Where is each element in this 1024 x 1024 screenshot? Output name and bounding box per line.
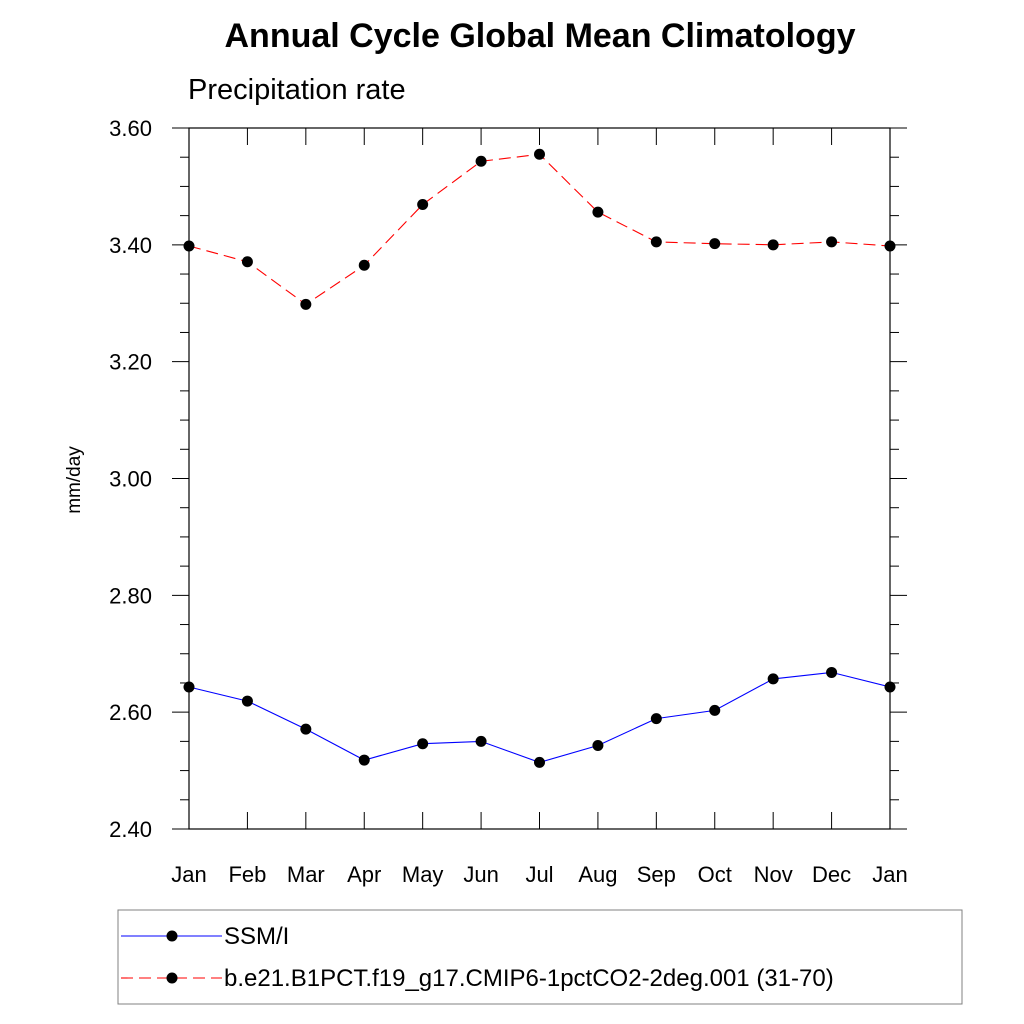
data-point [650,236,662,248]
data-point [709,238,721,250]
data-point [534,148,545,160]
data-point [884,681,896,693]
data-point [534,756,545,768]
data-point [241,695,253,707]
x-tick-label: Nov [754,862,793,887]
y-tick-label: 3.20 [109,350,152,375]
data-point [650,713,662,725]
data-point [884,240,896,252]
data-point [826,666,838,678]
series-1 [183,148,896,310]
x-tick-label: Jan [872,862,907,887]
legend: SSM/I b.e21.B1PCT.f19_g17.CMIP6-1pctCO2-… [117,909,963,1005]
data-point [709,704,721,716]
y-tick-label: 2.80 [109,583,152,608]
y-tick-label: 2.40 [109,817,152,842]
chart-subtitle: Precipitation rate [188,74,406,106]
data-point [300,298,312,310]
x-tick-label: Feb [228,862,266,887]
data-point [183,240,195,252]
data-point [358,754,370,766]
data-point [300,723,312,735]
x-tick-label: Dec [812,862,851,887]
x-tick-label: May [402,862,444,887]
data-point [417,199,429,211]
x-tick-label: Apr [347,862,381,887]
x-tick-label: Jan [171,862,206,887]
x-tick-label: Sep [637,862,676,887]
data-point [592,206,604,218]
data-point [241,256,253,268]
x-tick-label: Mar [287,862,325,887]
legend-swatch-marker-ssmi [166,930,178,942]
x-tick-label: Aug [578,862,617,887]
data-point [767,239,779,251]
y-tick-label: 3.60 [109,116,152,141]
data-point [358,259,370,271]
chart-title: Annual Cycle Global Mean Climatology [225,17,856,55]
y-tick-label: 2.60 [109,700,152,725]
legend-swatch-marker-model [166,972,178,984]
data-point [475,735,487,747]
data-point [592,739,604,751]
x-tick-label: Jun [463,862,498,887]
data-point [417,738,429,750]
x-tick-label: Oct [698,862,732,887]
legend-label-ssmi: SSM/I [224,923,289,950]
data-point [767,673,779,685]
y-tick-label: 3.40 [109,233,152,258]
y-tick-label: 3.00 [109,467,152,492]
series-0 [183,666,896,768]
data-point [826,236,838,248]
legend-label-model: b.e21.B1PCT.f19_g17.CMIP6-1pctCO2-2deg.0… [224,965,834,992]
x-tick-label: Jul [525,862,553,887]
series-group [183,148,896,768]
series-line [188,671,891,763]
legend-box [117,909,963,1005]
series-line [188,153,891,306]
y-axis-label: mm/day [64,446,85,514]
data-point [475,155,487,167]
data-point [183,681,195,693]
axes: Jan Feb Mar Apr May Jun Jul Aug Sep Oct Nov Dec Jan 2… [109,116,908,887]
